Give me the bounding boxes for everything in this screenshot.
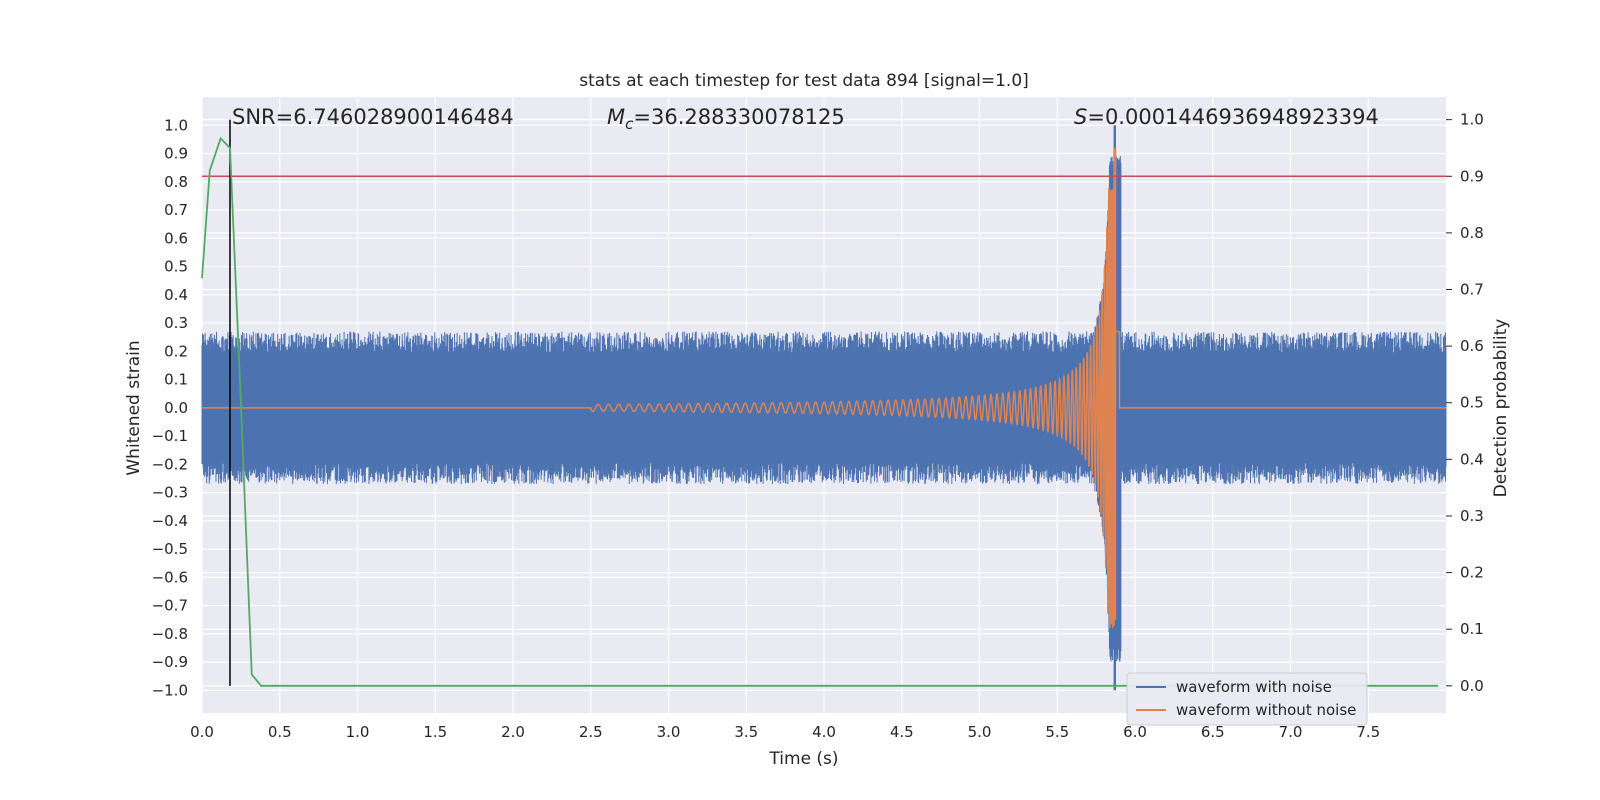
y-tick-label: 0.6: [164, 229, 188, 247]
y-tick-label: −0.3: [152, 484, 188, 502]
x-tick-label: 1.0: [346, 723, 370, 741]
y-tick-label-right: 0.1: [1460, 620, 1484, 638]
x-tick-label: 0.0: [190, 723, 214, 741]
y-tick-label: −0.7: [152, 597, 188, 615]
x-tick-label: 1.5: [423, 723, 447, 741]
y-ticks-left: 1.0 0.9 0.8 0.7 0.6 0.5 0.4 0.3 0.2 0.1 0.0 −0.1 −0.…: [152, 116, 188, 699]
x-tick-label: 2.5: [579, 723, 603, 741]
y-tick-label-right: 0.6: [1460, 337, 1484, 355]
y-tick-label: −0.6: [152, 568, 188, 586]
legend-label-clean: waveform without noise: [1176, 701, 1356, 719]
series-waveform-without-noise: [202, 147, 1446, 628]
chirp-mass-annotation: Mc=36.288330078125: [607, 105, 845, 133]
x-tick-label: 3.5: [734, 723, 758, 741]
y-tick-label: 0.0: [164, 399, 188, 417]
y-tick-label: −0.2: [152, 455, 188, 473]
y-tick-label: 0.9: [164, 145, 188, 163]
y-axis-label-right: Detection probability: [1491, 319, 1511, 498]
y-tick-label: 0.5: [164, 258, 188, 276]
y-tick-label: 0.1: [164, 371, 188, 389]
snr-annotation: SNR=6.746028900146484: [232, 105, 514, 129]
y-tick-label-right: 0.4: [1460, 450, 1484, 468]
x-tick-label: 6.0: [1123, 723, 1147, 741]
x-tick-label: 6.5: [1201, 723, 1225, 741]
series-detection-probability: [201, 136, 1439, 687]
y-tick-label-right: 1.0: [1460, 111, 1484, 129]
y-tick-label: 0.8: [164, 173, 188, 191]
chirp-mass-symbol: M: [607, 105, 625, 129]
y-tick-label-right: 0.0: [1460, 677, 1484, 695]
x-tick-label: 4.5: [890, 723, 914, 741]
y-tick-label-right: 0.5: [1460, 394, 1484, 412]
y-tick-label-right: 0.9: [1460, 167, 1484, 185]
legend-box: [1126, 672, 1368, 726]
y-tick-label: −0.4: [152, 512, 188, 530]
chirp-mass-value: =36.288330078125: [633, 105, 844, 129]
y-tick-label: 0.3: [164, 314, 188, 332]
x-ticks: 0.0 0.5 1.0 1.5 2.0 2.5 3.0 3.5 4.0 4.5 5.0 5.5 6.0 6…: [190, 723, 1380, 741]
y-tick-label-right: 0.2: [1460, 564, 1484, 582]
y-tick-label: 0.7: [164, 201, 188, 219]
y-tick-label: −0.5: [152, 540, 188, 558]
y-ticks-right: 1.0 0.9 0.8 0.7 0.6 0.5 0.4 0.3 0.2 0.1 0.0: [1446, 111, 1484, 695]
x-tick-label: 4.0: [812, 723, 836, 741]
y-tick-label-right: 0.3: [1460, 507, 1484, 525]
chirp-mass-subscript: c: [625, 115, 634, 133]
y-tick-label: −0.1: [152, 427, 188, 445]
statistic-symbol: S: [1074, 105, 1087, 129]
probability-line: [201, 136, 1439, 687]
x-tick-label: 5.0: [968, 723, 992, 741]
x-tick-label: 2.0: [501, 723, 525, 741]
legend-label-noise: waveform with noise: [1176, 678, 1332, 696]
x-tick-label: 0.5: [268, 723, 292, 741]
x-tick-label: 7.0: [1279, 723, 1303, 741]
y-tick-label: −0.9: [152, 653, 188, 671]
y-tick-label: 0.4: [164, 286, 188, 304]
y-tick-label: −0.8: [152, 625, 188, 643]
legend: waveform with noise waveform without noi…: [1126, 672, 1368, 726]
x-tick-label: 5.5: [1045, 723, 1069, 741]
x-tick-label: 7.5: [1356, 723, 1380, 741]
y-axis-label-left: Whitened strain: [124, 340, 144, 475]
y-tick-label-right: 0.7: [1460, 281, 1484, 299]
statistic-annotation: S=0.0001446936948923394: [1074, 105, 1379, 129]
clean-chirp: [202, 187, 1446, 628]
chart-title: stats at each timestep for test data 894…: [579, 71, 1029, 91]
y-tick-label-right: 0.8: [1460, 224, 1484, 242]
x-tick-label: 3.0: [657, 723, 681, 741]
y-tick-label: 1.0: [164, 116, 188, 134]
y-tick-label: 0.2: [164, 342, 188, 360]
y-tick-label: −1.0: [152, 681, 188, 699]
x-axis-label: Time (s): [768, 749, 838, 769]
statistic-value: =0.0001446936948923394: [1087, 105, 1379, 129]
